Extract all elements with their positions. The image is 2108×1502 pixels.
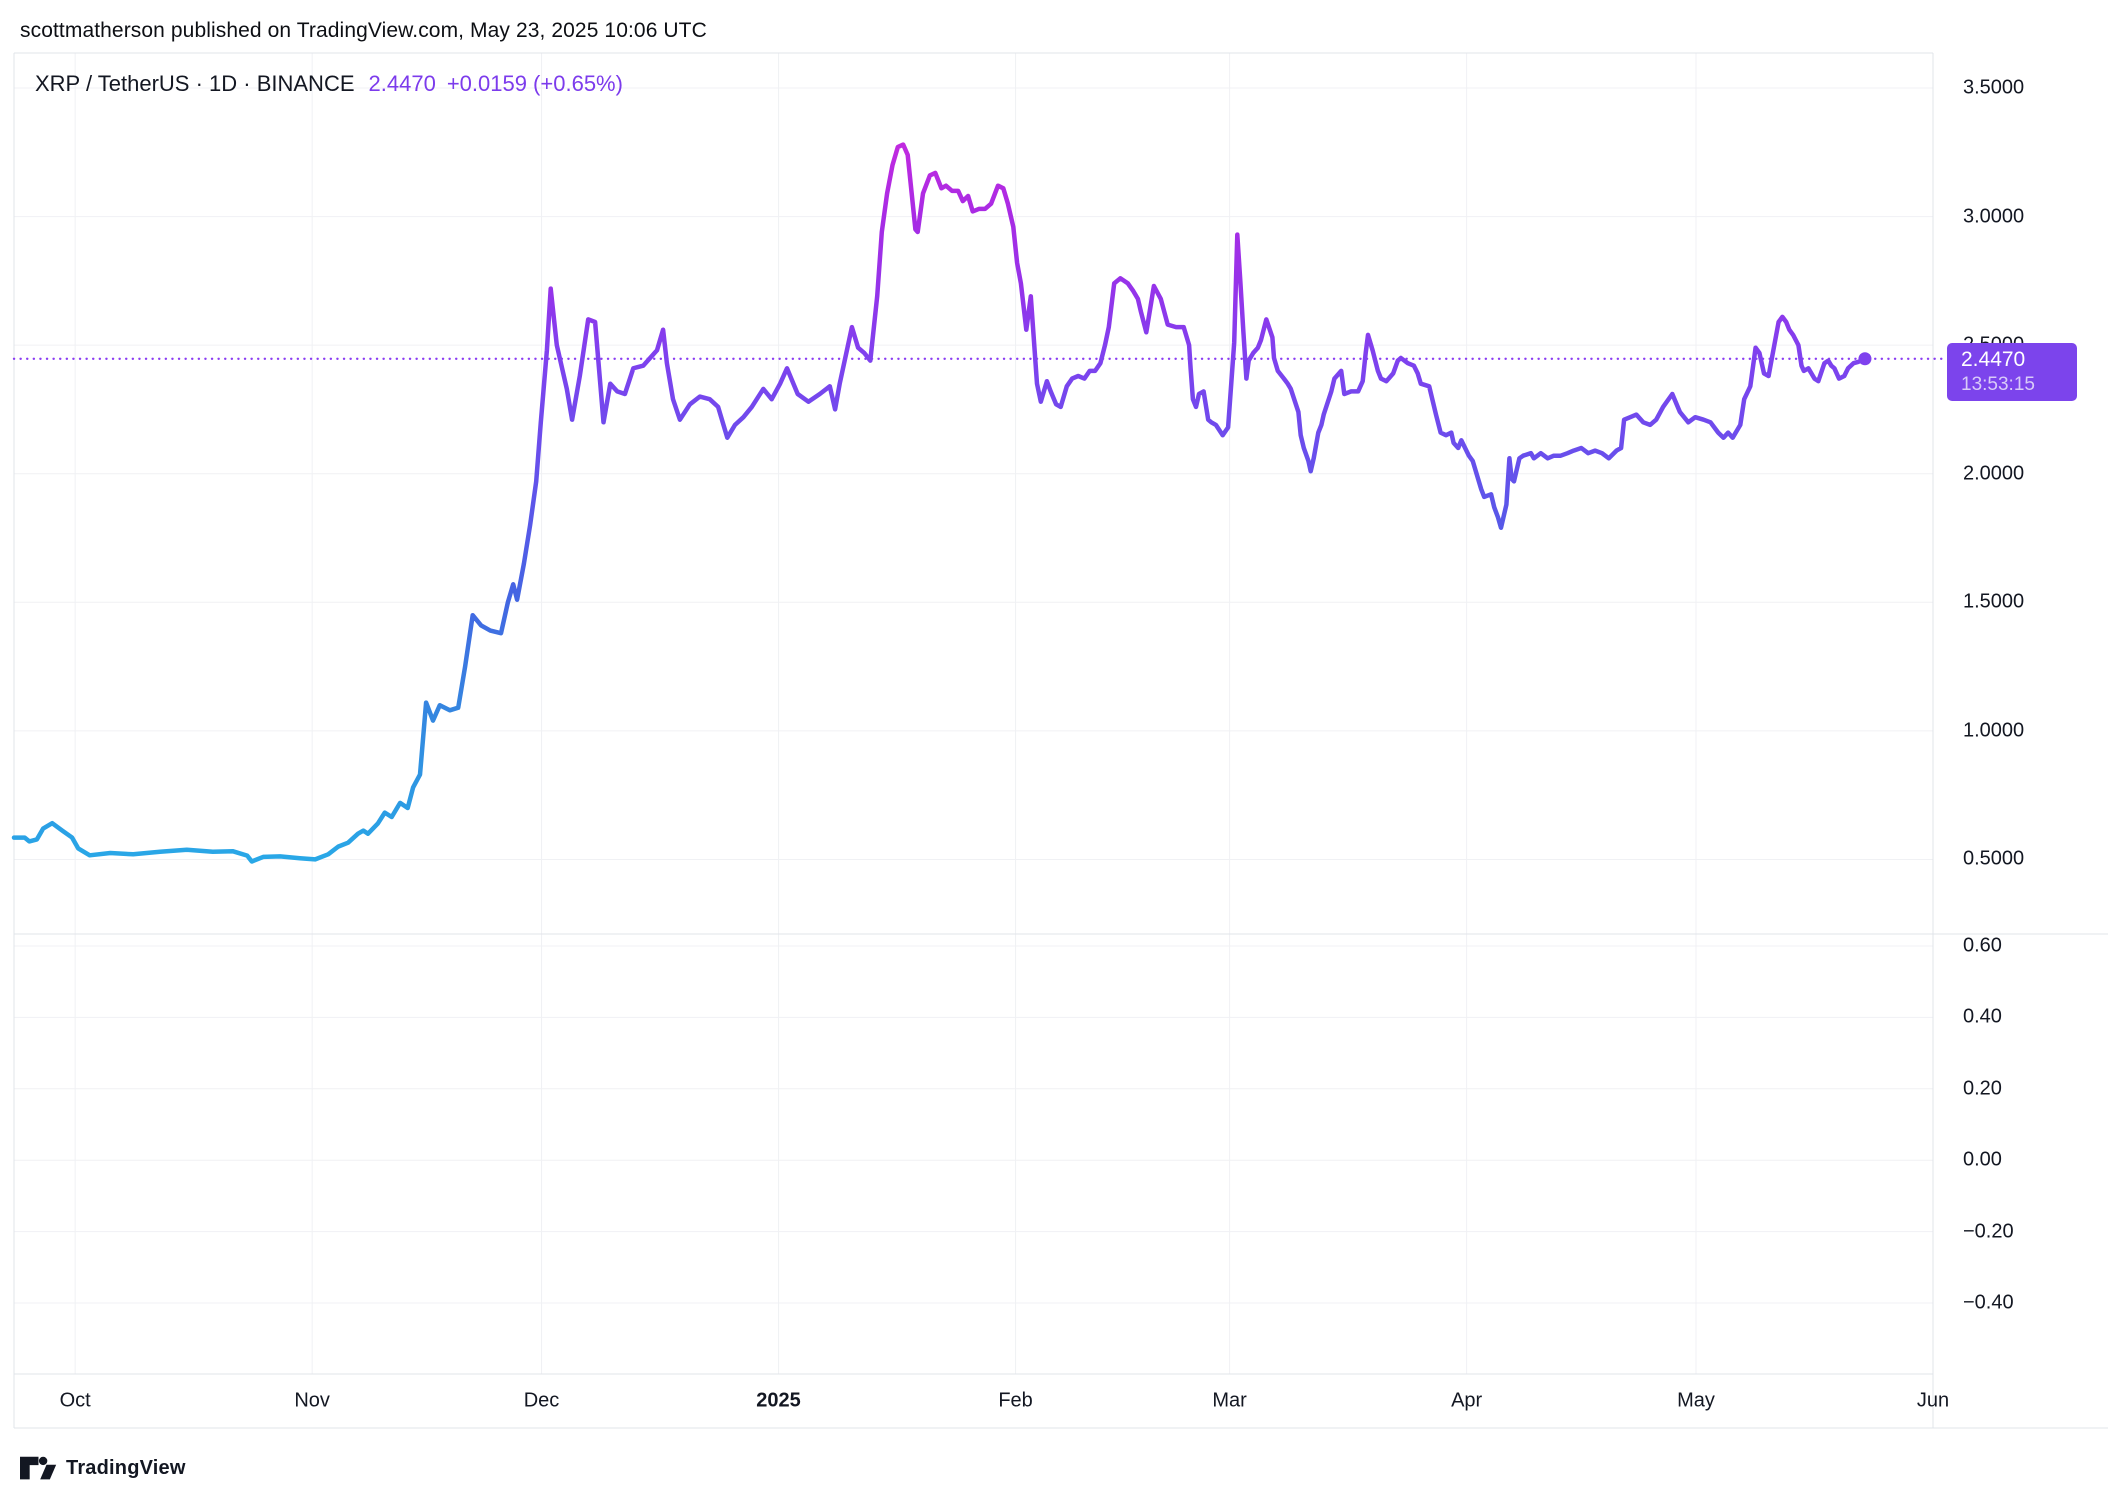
chart-legend-row: XRP / TetherUS · 1D · BINANCE 2.4470 +0.… [35, 71, 623, 97]
tradingview-logo-icon [20, 1456, 57, 1479]
last-price-badge-countdown: 13:53:15 [1961, 374, 2035, 396]
last-price-badge: 2.4470 13:53:15 [1947, 343, 2077, 401]
tradingview-logo-link[interactable]: TradingView [20, 1448, 340, 1488]
symbol-title[interactable]: XRP / TetherUS · 1D · BINANCE [35, 71, 355, 96]
legend-price-group: 2.4470 +0.0159 (+0.65%) [369, 71, 623, 97]
attribution-text: scottmatherson published on TradingView.… [20, 19, 707, 42]
time-tick-label: Jun [1916, 1389, 1948, 1412]
time-tick-label: Dec [523, 1389, 560, 1412]
time-tick-label: Oct [59, 1389, 91, 1412]
time-tick-label: Nov [294, 1389, 330, 1412]
tradingview-logo-text: TradingView [66, 1456, 186, 1479]
last-price-marker [1858, 352, 1872, 366]
last-price-badge-value: 2.4470 [1961, 348, 2026, 371]
time-tick-label: Apr [1451, 1389, 1483, 1412]
time-scale[interactable]: Oct Nov Dec 2025 Feb Mar Apr May Jun [0, 1374, 1948, 1428]
time-tick-label: Mar [1212, 1389, 1247, 1412]
price-line-series[interactable] [11, 142, 1868, 864]
legend-last-price: 2.4470 [368, 71, 436, 96]
legend-price-change: +0.0159 (+0.65%) [446, 71, 623, 96]
time-tick-label: Feb [998, 1389, 1033, 1412]
time-tick-label: 2025 [756, 1389, 801, 1412]
time-tick-label: May [1677, 1389, 1715, 1412]
